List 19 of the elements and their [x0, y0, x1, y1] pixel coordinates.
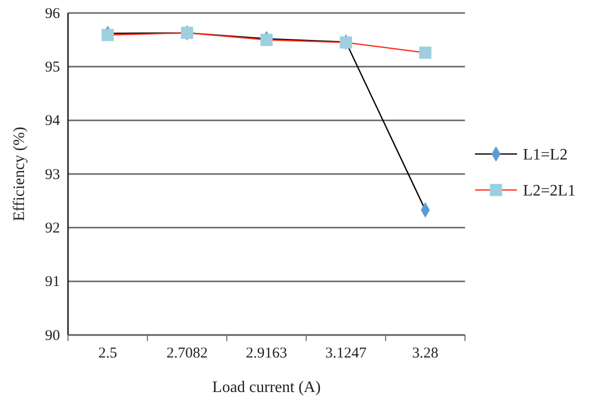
x-tick-label: 3.28	[412, 346, 438, 362]
y-tick-label: 90	[45, 328, 60, 344]
y-tick-label: 91	[45, 274, 60, 290]
y-axis-title: Efficiency (%)	[11, 126, 28, 222]
y-tick-label: 92	[45, 220, 60, 236]
point	[419, 46, 432, 59]
x-tick-label: 2.5	[98, 346, 118, 362]
y-tick-label: 93	[45, 166, 60, 183]
x-axis-title: Load current (A)	[212, 379, 321, 396]
y-tick-label: 96	[45, 6, 60, 22]
legend-label: L1=L2	[523, 146, 568, 164]
y-tick-label: 94	[45, 113, 60, 130]
point	[260, 34, 273, 46]
x-tick-label: 3.1247	[325, 346, 368, 362]
x-tick-label: 2.9163	[246, 346, 288, 362]
x-tick-label: 2.7082	[166, 346, 208, 362]
legend-label: L2=2L1	[523, 182, 576, 200]
y-tick-label: 95	[45, 59, 60, 76]
point	[102, 28, 114, 42]
